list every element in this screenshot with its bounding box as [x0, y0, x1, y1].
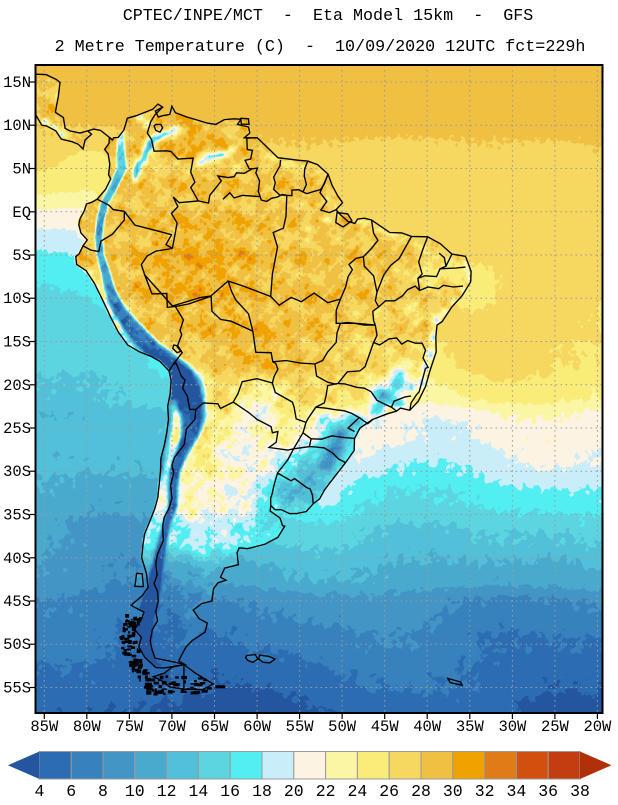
svg-text:15S: 15S — [3, 334, 31, 352]
svg-text:40S: 40S — [3, 550, 31, 568]
svg-text:40W: 40W — [413, 718, 442, 736]
svg-text:30S: 30S — [3, 463, 31, 481]
svg-text:35W: 35W — [456, 718, 485, 736]
svg-text:14: 14 — [188, 782, 208, 800]
svg-text:55S: 55S — [3, 680, 31, 698]
svg-text:45W: 45W — [371, 718, 400, 736]
svg-text:28: 28 — [411, 782, 431, 800]
svg-text:20S: 20S — [3, 377, 31, 395]
svg-text:30: 30 — [443, 782, 463, 800]
svg-text:35S: 35S — [3, 507, 31, 525]
svg-text:22: 22 — [316, 782, 336, 800]
svg-text:25W: 25W — [541, 718, 570, 736]
svg-text:45S: 45S — [3, 593, 31, 611]
svg-text:85W: 85W — [30, 718, 59, 736]
svg-text:16: 16 — [220, 782, 240, 800]
svg-text:65W: 65W — [201, 718, 230, 736]
svg-text:6: 6 — [66, 782, 76, 800]
svg-text:32: 32 — [475, 782, 495, 800]
svg-text:10: 10 — [125, 782, 145, 800]
svg-text:34: 34 — [506, 782, 526, 800]
svg-text:10S: 10S — [3, 290, 31, 308]
svg-text:70W: 70W — [158, 718, 187, 736]
svg-text:5N: 5N — [12, 161, 31, 179]
svg-text:24: 24 — [347, 782, 367, 800]
svg-text:25S: 25S — [3, 420, 31, 438]
svg-text:12: 12 — [157, 782, 177, 800]
svg-text:15N: 15N — [3, 74, 31, 92]
svg-text:20W: 20W — [583, 718, 612, 736]
svg-text:60W: 60W — [243, 718, 272, 736]
svg-text:8: 8 — [98, 782, 108, 800]
svg-text:80W: 80W — [73, 718, 102, 736]
svg-text:EQ: EQ — [12, 204, 31, 222]
svg-text:38: 38 — [570, 782, 590, 800]
svg-text:50W: 50W — [328, 718, 357, 736]
svg-text:75W: 75W — [115, 718, 144, 736]
svg-text:4: 4 — [34, 782, 44, 800]
svg-text:5S: 5S — [12, 247, 31, 265]
svg-text:20: 20 — [284, 782, 304, 800]
svg-text:10N: 10N — [3, 117, 31, 135]
svg-text:50S: 50S — [3, 636, 31, 654]
svg-text:36: 36 — [538, 782, 558, 800]
svg-text:26: 26 — [379, 782, 399, 800]
svg-text:55W: 55W — [286, 718, 315, 736]
svg-text:2 Metre Temperature (C) - 10: 2 Metre Temperature (C) - 10/09/2020 12U… — [55, 38, 586, 57]
svg-text:CPTEC/INPE/MCT - Eta Model 1: CPTEC/INPE/MCT - Eta Model 15km - GFS — [123, 7, 534, 26]
svg-text:18: 18 — [252, 782, 272, 800]
svg-text:30W: 30W — [498, 718, 527, 736]
